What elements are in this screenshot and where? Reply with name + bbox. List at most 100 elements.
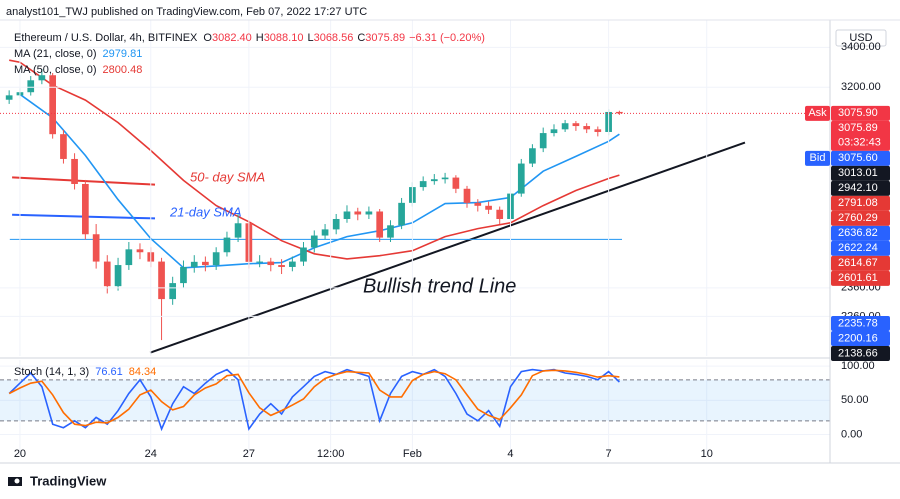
- candle-body: [49, 75, 56, 135]
- y-tick-label: 0.00: [841, 428, 862, 440]
- price-label: 2636.82: [838, 227, 878, 239]
- price-label: 2622.24: [838, 242, 878, 254]
- price-label: 2760.29: [838, 212, 878, 224]
- price-label-box: [831, 195, 890, 211]
- candle-body: [474, 202, 482, 206]
- trend-line: [12, 176, 156, 186]
- legend-value: 2800.48: [103, 64, 143, 76]
- ma-legend: MA (50, close, 0) 2800.48: [14, 64, 142, 76]
- y-tick-label: 100.00: [841, 360, 875, 372]
- candle-body: [82, 183, 89, 235]
- candle-body: [234, 223, 242, 238]
- candle-body: [38, 75, 46, 81]
- price-label: 2601.61: [838, 272, 878, 284]
- legend-key: H: [256, 32, 264, 44]
- price-label-box: [831, 165, 890, 181]
- price-label-box: [831, 120, 890, 151]
- moving-average-line: [9, 59, 620, 260]
- x-tick-label: 7: [606, 448, 612, 460]
- x-tick-label: 24: [145, 448, 157, 460]
- candle-body: [158, 261, 165, 300]
- annotation: 21-day SMA: [169, 204, 242, 219]
- price-tag-box: [805, 150, 830, 166]
- countdown-label: 03:32:43: [838, 137, 881, 149]
- candle-body: [60, 134, 67, 159]
- candle-body: [27, 80, 35, 93]
- price-tag-box: [805, 105, 830, 121]
- price-label-box: [831, 255, 890, 271]
- candle-body: [190, 261, 198, 267]
- candle-body: [5, 95, 13, 100]
- annotation: Bullish trend Line: [363, 275, 516, 297]
- legend-value: 3082.40: [212, 32, 252, 44]
- logo-dot: [14, 478, 20, 484]
- candle-body: [125, 249, 133, 266]
- unit-label: USD: [849, 32, 872, 44]
- candle-body: [223, 237, 231, 253]
- price-tag: Ask: [808, 107, 827, 119]
- price-label-box: [831, 210, 890, 226]
- candle-body: [114, 265, 122, 287]
- stoch-legend: Stoch (14, 1, 3) 76.61 84.34: [14, 366, 156, 378]
- price-label-box: [831, 315, 890, 331]
- x-tick-label: 12:00: [317, 448, 345, 460]
- candle-body: [212, 252, 220, 266]
- annotation: 50- day SMA: [190, 169, 265, 184]
- y-tick-label: 3400.00: [841, 41, 881, 53]
- candle-body: [202, 261, 209, 266]
- unit-box: [835, 29, 887, 47]
- candle-body: [452, 177, 460, 189]
- price-label: 3075.90: [838, 107, 878, 119]
- candle-body: [550, 129, 558, 134]
- x-tick-label: 4: [507, 448, 513, 460]
- price-label: 2791.08: [838, 197, 878, 209]
- price-label-box: [831, 240, 890, 256]
- legend-key: L: [307, 32, 313, 44]
- candle-body: [289, 261, 296, 267]
- candle-body: [485, 205, 492, 210]
- price-label-box: [831, 270, 890, 286]
- candle-body: [463, 188, 471, 203]
- candle-body: [92, 234, 100, 262]
- candle-body: [583, 126, 591, 130]
- x-tick-label: 10: [701, 448, 713, 460]
- candle-body: [71, 158, 78, 184]
- price-label-box: [831, 180, 890, 196]
- candle-body: [529, 148, 536, 164]
- candle-body: [561, 123, 569, 130]
- legend-value: 76.61: [95, 366, 123, 378]
- ohlc-legend: Ethereum / U.S. Dollar, 4h, BITFINEX O308…: [14, 32, 485, 44]
- candle-body: [419, 181, 427, 188]
- candle-body: [169, 283, 177, 300]
- price-label-box: [831, 345, 890, 361]
- y-tick-label: 50.00: [841, 394, 869, 406]
- candle-body: [398, 202, 405, 226]
- x-tick-label: Feb: [403, 448, 422, 460]
- price-label: 3075.60: [838, 152, 878, 164]
- candle-body: [300, 247, 307, 262]
- legend-name: MA (21, close, 0): [14, 48, 97, 60]
- candle-body: [354, 211, 362, 215]
- price-label-box: [831, 105, 890, 121]
- brand-logo: [8, 477, 22, 486]
- legend-title: Ethereum / U.S. Dollar, 4h, BITFINEX: [14, 32, 198, 44]
- legend-name: Stoch (14, 1, 3): [14, 366, 89, 378]
- price-label: 3013.01: [838, 167, 878, 179]
- price-label-box: [831, 330, 890, 346]
- candle-body: [441, 177, 449, 180]
- candle-body: [180, 266, 187, 284]
- price-label: 2138.66: [838, 347, 878, 359]
- candle-body: [267, 261, 275, 266]
- candle-body: [343, 211, 351, 219]
- legend-value: 3068.56: [314, 32, 354, 44]
- price-label-box: [831, 150, 890, 166]
- x-tick-label: 27: [243, 448, 255, 460]
- legend-value: 3075.89: [365, 32, 405, 44]
- candle-body: [496, 209, 504, 219]
- candle-body: [321, 229, 329, 236]
- price-label-box: [831, 225, 890, 241]
- publisher-line: analyst101_TWJ published on TradingView.…: [6, 6, 367, 18]
- candle-body: [256, 261, 264, 263]
